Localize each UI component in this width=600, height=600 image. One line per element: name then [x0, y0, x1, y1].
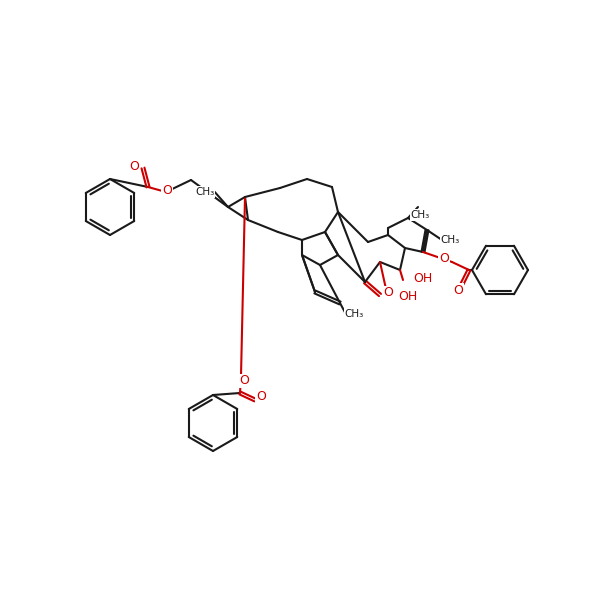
Text: O: O [256, 389, 266, 403]
Text: O: O [162, 185, 172, 197]
Text: OH: OH [413, 271, 432, 284]
Text: OH: OH [398, 289, 417, 302]
Text: O: O [453, 283, 463, 296]
Text: O: O [129, 160, 139, 173]
Text: CH₃: CH₃ [410, 210, 430, 220]
Text: CH₃: CH₃ [196, 187, 215, 197]
Text: CH₃: CH₃ [440, 235, 460, 245]
Text: O: O [239, 374, 249, 388]
Text: O: O [439, 251, 449, 265]
Text: O: O [383, 286, 393, 299]
Text: CH₃: CH₃ [344, 309, 364, 319]
